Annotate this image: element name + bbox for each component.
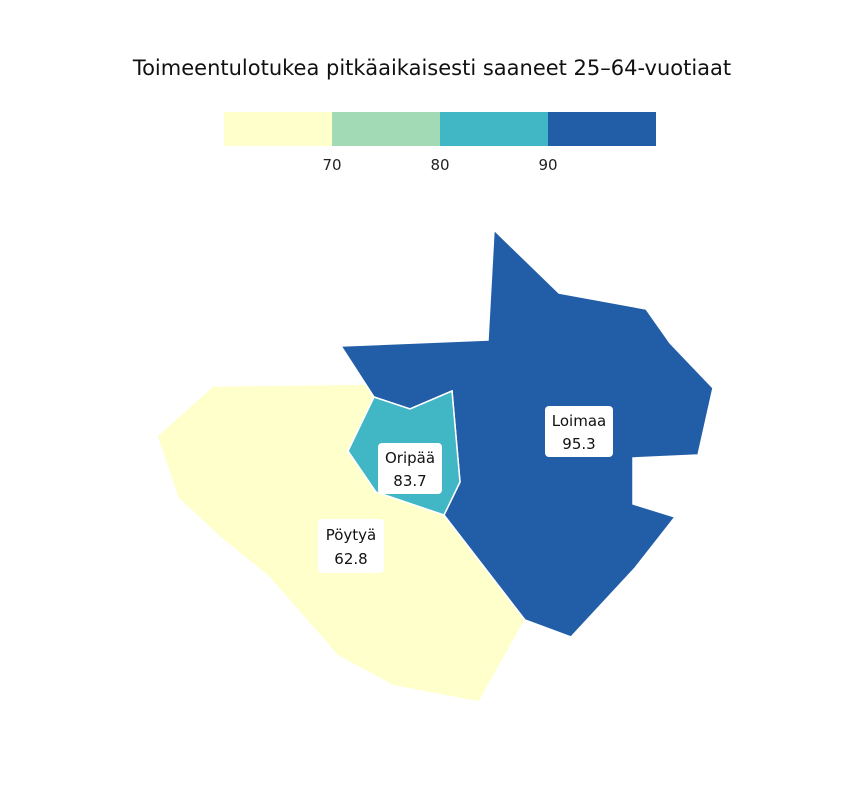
label-box-poytya xyxy=(318,519,384,573)
legend-swatch-4 xyxy=(548,112,656,146)
legend-swatch-2 xyxy=(332,112,440,146)
label-name-poytya: Pöytyä xyxy=(326,526,377,544)
label-poytya: Pöytyä 62.8 xyxy=(318,519,384,573)
label-oripaa: Oripää 83.7 xyxy=(378,443,442,494)
legend-tick-90: 90 xyxy=(538,156,557,174)
label-value-loimaa: 95.3 xyxy=(562,435,595,453)
legend-swatch-1 xyxy=(224,112,332,146)
legend-tick-70: 70 xyxy=(322,156,341,174)
label-name-loimaa: Loimaa xyxy=(552,412,606,430)
legend-swatch-3 xyxy=(440,112,548,146)
legend: 70 80 90 xyxy=(224,112,656,174)
label-value-poytya: 62.8 xyxy=(334,550,367,568)
region-labels: Loimaa 95.3 Oripää 83.7 Pöytyä 62.8 xyxy=(318,406,613,573)
label-box-oripaa xyxy=(378,443,442,494)
map-title: Toimeentulotukea pitkäaikaisesti saaneet… xyxy=(132,56,732,80)
label-box-loimaa xyxy=(545,406,613,457)
label-name-oripaa: Oripää xyxy=(385,449,435,467)
label-value-oripaa: 83.7 xyxy=(393,472,426,490)
label-loimaa: Loimaa 95.3 xyxy=(545,406,613,457)
legend-tick-80: 80 xyxy=(430,156,449,174)
